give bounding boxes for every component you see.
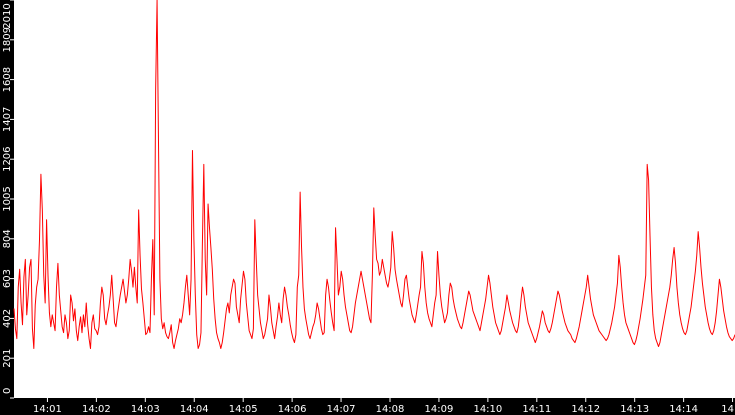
y-tick-label: 402 (2, 309, 13, 328)
y-tick-label: 1005 (2, 186, 13, 211)
x-tick-label: 14:12 (571, 404, 600, 415)
y-tick-label: 804 (2, 229, 13, 248)
y-tick-label: 201 (2, 349, 13, 368)
x-tick-label: 14:08 (376, 404, 405, 415)
x-tick-label: 14:01 (33, 404, 62, 415)
x-tick-label: 14:06 (278, 404, 307, 415)
x-tick-label: 14:02 (82, 404, 111, 415)
y-axis-band (0, 0, 14, 415)
x-tick-label: 14 (721, 404, 734, 415)
y-tick-label: 1206 (2, 146, 13, 171)
x-tick-label: 14:09 (425, 404, 454, 415)
y-tick-label: 1809 (2, 27, 13, 52)
x-tick-label: 14:13 (620, 404, 649, 415)
x-tick-label: 14:05 (229, 404, 258, 415)
series-layer (13, 0, 735, 349)
y-tick-label: 2010 (2, 3, 13, 28)
x-axis-band (0, 398, 735, 415)
x-tick-label: 14:03 (131, 404, 160, 415)
x-tick-label: 14:10 (473, 404, 502, 415)
y-tick-label: 603 (2, 269, 13, 288)
y-tick-label: 0 (2, 388, 13, 394)
series-line (13, 0, 735, 349)
x-tick-label: 14:07 (327, 404, 356, 415)
x-tick-label: 14:11 (522, 404, 551, 415)
y-tick-label: 1608 (2, 67, 13, 92)
x-tick-label: 14:14 (669, 404, 698, 415)
x-axis-ticks: 14:01 14:02 14:03 14:04 14:05 14:06 14:07 14:08… (33, 398, 734, 415)
x-tick-label: 14:04 (180, 404, 209, 415)
y-tick-label: 1407 (2, 107, 13, 132)
